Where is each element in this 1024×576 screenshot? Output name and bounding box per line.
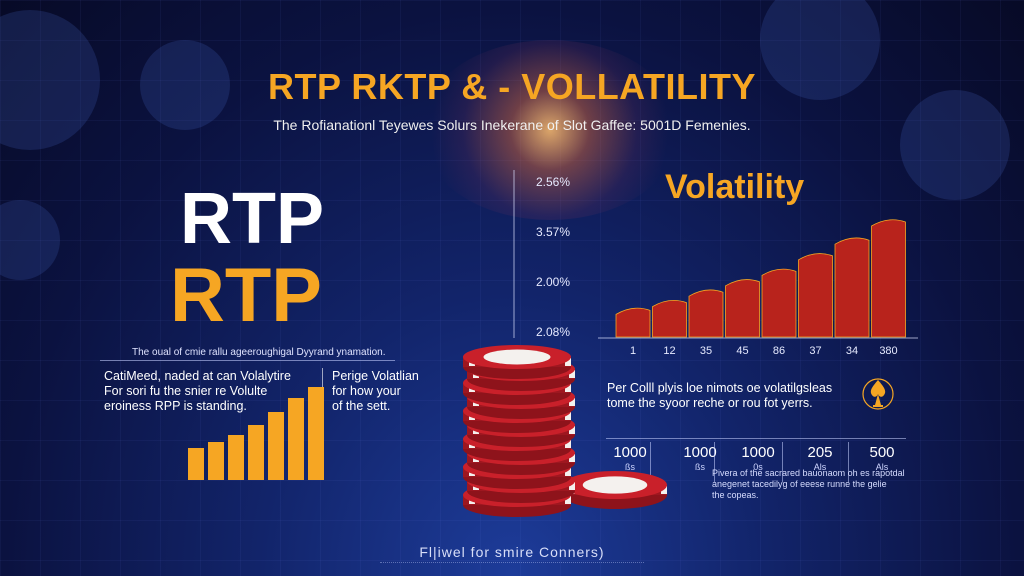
volatility-bar (688, 289, 724, 338)
x-tick-label: 380 (879, 345, 897, 357)
rtp-bar (308, 387, 324, 480)
x-tick-label: 37 (809, 345, 821, 357)
stat-unit: 0s (753, 462, 763, 472)
stat-value: 500 (869, 444, 895, 461)
stats-note-line: Pivera of the sacrared bauonaom oh es ra… (712, 468, 905, 478)
page-title: RTP RKTP & - VOLLATILITY (268, 66, 756, 107)
stats-note-line: the copeas. (712, 490, 759, 500)
stats-note: Pivera of the sacrared bauonaom oh es ra… (712, 468, 912, 501)
volatility-bar (652, 299, 687, 338)
rtp-description-line: eroiness RPP is standing. (104, 399, 247, 413)
y-tick-label: 2.00% (536, 275, 570, 289)
center-glow (420, 40, 680, 220)
rtp-description-line: For sori fu the snier re Volulte (104, 384, 268, 398)
y-tick-label: 2.56% (536, 175, 570, 189)
rtp-bar-chart (188, 387, 324, 480)
stat-value: 1000 (613, 444, 647, 461)
rtp-bar (268, 412, 284, 480)
stacked-chip (463, 345, 571, 379)
stat-item: 1000 ßs (670, 444, 730, 472)
stats-note-line: anegenet tacedilyg of eeese runne the ge… (712, 479, 887, 489)
stat-item: 205 Als (790, 444, 850, 472)
volatility-description-line: of the sett. (332, 399, 391, 413)
stat-item: 1000 0s (728, 444, 788, 472)
rtp-bar (208, 442, 224, 480)
volatility-bar (871, 219, 906, 338)
volatility-description: Perige Volatlian for how your of the set… (332, 369, 442, 414)
rtp-bar (188, 448, 204, 480)
rtp-description-line: CatiMeed, naded at can Volalytire (104, 369, 291, 383)
rtp-heading-white: RTP (180, 179, 324, 259)
x-tick-label: 45 (736, 345, 748, 357)
bokeh-circle (900, 90, 1010, 200)
bokeh-circle (760, 0, 880, 100)
stat-divider (650, 442, 651, 482)
rtp-caption: The oual of cmie rallu ageeroughigal Dyy… (132, 347, 386, 358)
stat-unit: ßs (625, 462, 635, 472)
y-tick-label: 2.08% (536, 325, 570, 339)
x-tick-label: 86 (773, 345, 785, 357)
stat-divider (782, 442, 783, 482)
spade-trophy-icon (862, 378, 894, 410)
rtp-description: CatiMeed, naded at can Volalytire For so… (104, 369, 324, 414)
x-tick-label: 12 (663, 345, 675, 357)
rtp-bar (288, 398, 304, 480)
y-tick-label: 3.57% (536, 225, 570, 239)
left-divider-line (100, 360, 395, 361)
volatility-description-line: Perige Volatlian (332, 369, 419, 383)
stat-value: 205 (807, 444, 833, 461)
volatility-note-line: tome the syoor reche or rou fot yerrs. (607, 396, 813, 410)
x-tick-label: 35 (700, 345, 712, 357)
x-tick-label: 34 (846, 345, 858, 357)
bokeh-circle (140, 40, 230, 130)
casino-chips-illustration (463, 345, 667, 517)
volatility-bar (725, 279, 760, 338)
stat-unit: Als (875, 462, 889, 472)
stat-unit: Als (813, 462, 827, 472)
stat-item: 1000 ßs (600, 444, 660, 472)
stat-item: 500 Als (852, 444, 912, 472)
footer-text: Fl|iwel for smire Conners) (419, 544, 605, 560)
rtp-bar (248, 425, 264, 480)
stat-value: 1000 (683, 444, 717, 461)
stat-divider (848, 442, 849, 482)
volatility-bar (834, 237, 870, 338)
volatility-bar (761, 268, 797, 338)
x-tick-label: 1 (630, 345, 636, 357)
rtp-bar (228, 435, 244, 480)
volatility-bar-chart: 2.56% 3.57% 2.00% 2.08% 1 12 35 45 86 37 34 380 (513, 170, 918, 357)
rtp-heading-orange: RTP (170, 253, 322, 338)
stats-top-line (606, 438, 906, 439)
page-subtitle: The Rofianationl Teyewes Solurs Inekeran… (273, 117, 751, 133)
volatility-title: Volatility (665, 168, 805, 206)
volatility-note-line: Per Colll plyis loe nimots oe volatilgsl… (607, 381, 833, 395)
stat-divider (714, 442, 715, 482)
volatility-bar (615, 307, 651, 338)
flat-chip (563, 471, 667, 509)
footer-underline (380, 562, 644, 567)
volatility-note: Per Colll plyis loe nimots oe volatilgsl… (607, 381, 877, 411)
stat-unit: ßs (695, 462, 705, 472)
volatility-bar (798, 253, 833, 338)
stat-value: 1000 (741, 444, 775, 461)
volatility-description-line: for how your (332, 384, 401, 398)
